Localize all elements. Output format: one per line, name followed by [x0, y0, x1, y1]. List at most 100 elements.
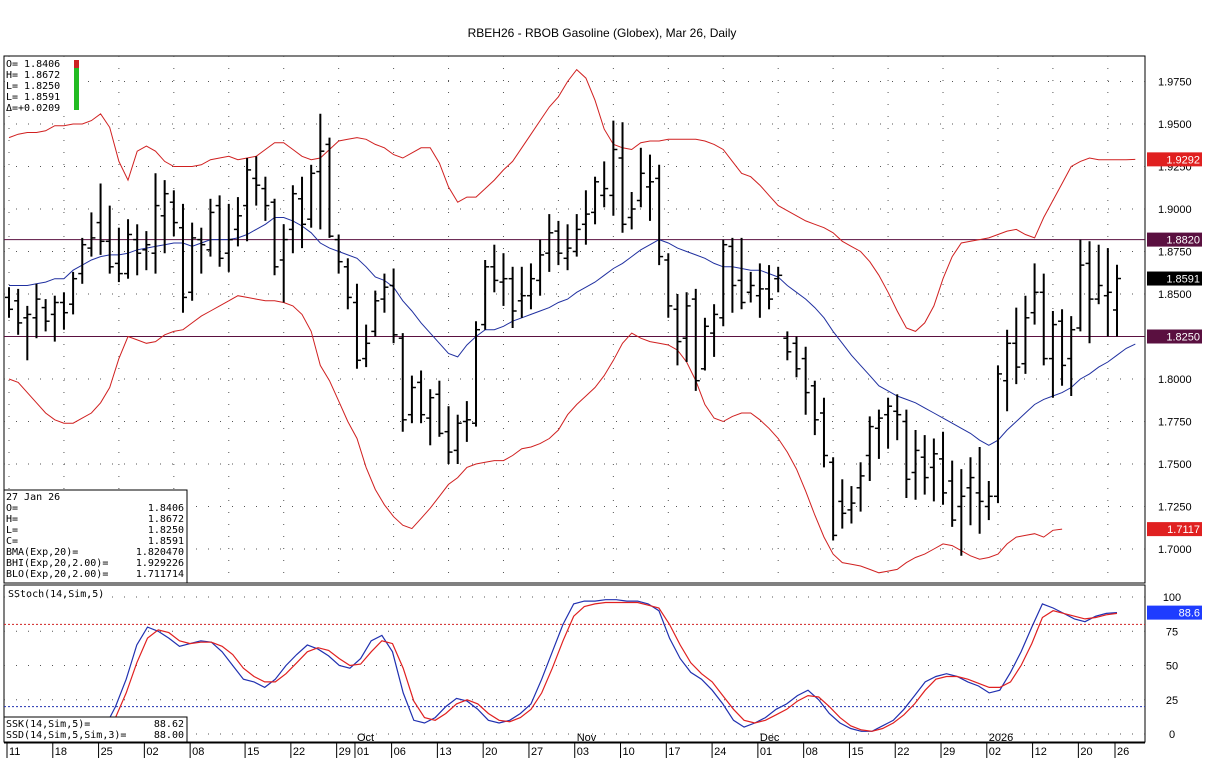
ohlc-bar [838, 479, 847, 529]
ohlc-bar [884, 397, 893, 449]
price-tag: 1.8820 [1147, 232, 1202, 247]
stoch-panel [3, 584, 1146, 743]
ohlc-bar [874, 409, 883, 459]
ohlc-bar [481, 260, 490, 330]
ohlc-bar [206, 198, 215, 257]
ohlc-bar [1021, 295, 1030, 374]
ohlc-bar [41, 299, 50, 332]
quote-line: L= 1.8591 [6, 92, 60, 103]
x-tick-label: 20 [485, 746, 497, 758]
ohlc-bar [847, 486, 856, 524]
ohlc-bar [618, 122, 627, 233]
data-box-key: BHI(Exp,20,2.00)= [6, 558, 108, 569]
ohlc-bar [911, 430, 920, 500]
ohlc-bar [591, 176, 600, 225]
month-label: Nov [577, 732, 597, 744]
ohlc-bar [865, 416, 874, 481]
ohlc-bar [288, 185, 297, 254]
y-tick-label: 1.8500 [1158, 289, 1192, 301]
x-tick-label: 27 [531, 746, 543, 758]
ohlc-bar [472, 321, 481, 427]
ssd-line [9, 601, 1118, 735]
x-tick-label: 11 [9, 746, 20, 758]
data-box-value: 1.711714 [136, 569, 184, 580]
quote-line: O= 1.8406 [6, 59, 60, 70]
ohlc-bar [581, 190, 590, 245]
month-label: Dec [760, 732, 780, 744]
price-tag: 1.8591 [1147, 271, 1202, 286]
ohlc-bar [783, 331, 792, 361]
stoch-tag-box [1147, 605, 1202, 620]
ohlc-bar [188, 222, 197, 301]
ohlc-bar [746, 271, 755, 303]
quote-line: Δ=+0.0209 [6, 103, 60, 114]
ohlc-bar [389, 268, 398, 344]
ohlc-bar [893, 394, 902, 441]
ohlc-bar [105, 205, 114, 274]
data-box-key: L= [6, 525, 18, 536]
stoch-tick-label: 25 [1166, 695, 1178, 707]
ohlc-bar [398, 333, 407, 432]
stoch-legend-key: SSK(14,Sim,5)= [6, 719, 90, 730]
x-tick-label: 06 [394, 746, 406, 758]
ohlc-bar [352, 283, 361, 369]
ohlc-bar [609, 120, 618, 216]
month-label: Oct [357, 732, 374, 744]
lower-band-line [8, 295, 1063, 574]
ohlc-bar [682, 292, 691, 362]
ohlc-bar [508, 266, 517, 328]
data-box-value: 1.8672 [148, 514, 184, 525]
stoch-value-tag: 88.6 [1147, 605, 1202, 620]
price-tag: 1.8250 [1147, 329, 1202, 344]
ohlc-bar [664, 253, 673, 318]
price-tag-label: 1.8250 [1166, 332, 1200, 344]
data-box-key: BLO(Exp,20,2.00)= [6, 569, 108, 580]
ohlc-bar [984, 481, 993, 521]
data-box-value: 1.929226 [136, 558, 184, 569]
price-tag-box [1147, 522, 1202, 537]
ohlc-bar [1067, 316, 1076, 396]
ohlc-bar [1058, 309, 1067, 386]
ohlc-bar [948, 460, 957, 527]
price-tag: 1.7117 [1147, 522, 1202, 537]
x-tick-label: 18 [55, 746, 67, 758]
quote-line: H= 1.8672 [6, 70, 60, 81]
ohlc-bar [856, 462, 865, 512]
ohlc-bar [1113, 264, 1121, 337]
price-tags: 1.8820 1.8250 1.9292 1.8591 1.7117 [1147, 152, 1202, 537]
ohlc-bar [233, 197, 242, 247]
y-tick-label: 1.8750 [1158, 247, 1192, 259]
month-label: 2026 [989, 732, 1013, 744]
stoch-tick-label: 75 [1166, 626, 1178, 638]
chart-title: RBEH26 - RBOB Gasoline (Globex), Mar 26,… [468, 26, 737, 40]
ohlc-bars [5, 113, 1121, 556]
ohlc-bar [691, 288, 700, 391]
ohlc-bar [453, 414, 462, 464]
ohlc-bar [69, 271, 78, 315]
ohlc-bar [902, 409, 911, 498]
ohlc-bar [600, 161, 609, 208]
ohlc-bar [343, 258, 352, 310]
ohlc-bar [957, 469, 966, 556]
x-tick-label: 12 [1035, 746, 1047, 758]
stoch-legend-value: 88.00 [154, 730, 184, 741]
ohlc-bar [563, 224, 572, 271]
ohlc-bar [810, 380, 819, 436]
x-tick-label: 29 [943, 746, 955, 758]
x-tick-label: 03 [577, 746, 589, 758]
ohlc-bar [59, 292, 68, 330]
ohlc-bar [1003, 329, 1012, 412]
ohlc-bar [23, 305, 32, 361]
ohlc-bar [536, 239, 545, 296]
stoch-tick-label: 0 [1169, 729, 1175, 741]
ohlc-bar [1076, 239, 1085, 332]
ohlc-bar [362, 324, 371, 368]
ohlc-bar [96, 183, 105, 255]
data-box-key: BMA(Exp,20)= [6, 547, 78, 558]
range-icon [74, 60, 79, 110]
ohlc-bar [270, 198, 279, 276]
data-box-date: 27 Jan 26 [6, 492, 60, 503]
ohlc-bar [636, 147, 645, 208]
ohlc-bar [78, 237, 87, 284]
ohlc-bar [307, 164, 316, 228]
